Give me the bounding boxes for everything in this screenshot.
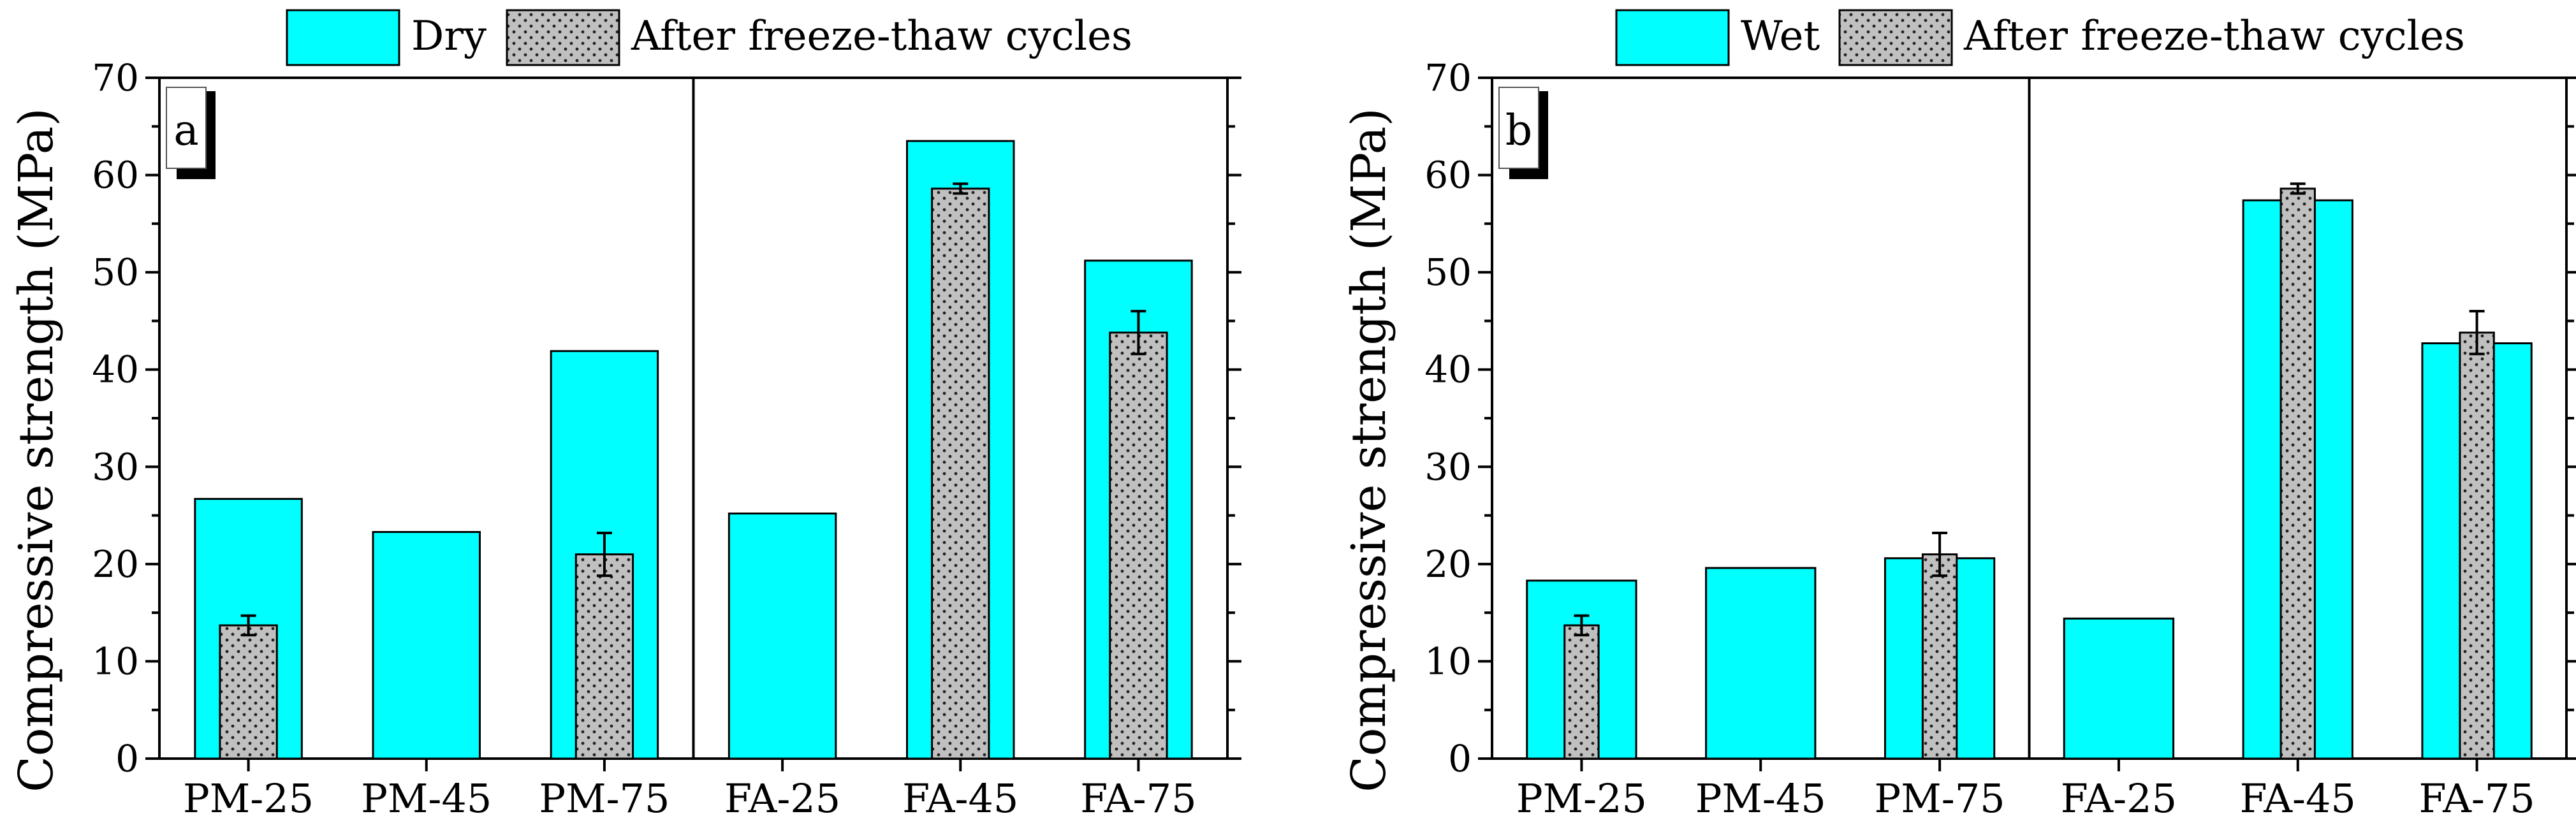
panel-b-chart: Wet After freeze-thaw cycles Compressive… [1342,9,2576,822]
y-tick-label: 10 [92,639,139,683]
y-tick-label: 30 [92,445,139,488]
bar-dry-pm-45 [372,531,481,760]
bar-dry-fa-25 [728,513,837,760]
y-tick-label: 0 [1448,737,1472,780]
plot-area: 0 10 20 30 40 50 60 70 PM-25 PM-45 PM-75 FA-25 FA-45… [92,56,1241,822]
y-tick-label: 10 [1424,639,1472,683]
legend-swatch-series-2 [1838,9,1953,66]
y-tick-label: 20 [1424,542,1472,586]
bar-freeze-thaw-fa-75 [1109,331,1168,760]
panel-label-box: b [1498,87,1548,179]
bar-freeze-thaw-fa-45 [931,187,990,760]
bar-freeze-thaw-fa-75 [2459,331,2495,760]
bar-freeze-thaw-pm-75 [1921,553,1958,760]
y-tick-label: 0 [115,737,139,780]
x-tick-label: FA-25 [724,775,840,822]
y-tick-label: 60 [92,154,139,197]
y-tick-label: 50 [1424,251,1472,294]
legend-swatch-series-2 [506,9,620,66]
x-tick-label: FA-25 [2061,775,2177,822]
legend-label-series-2: After freeze-thaw cycles [631,13,1132,60]
y-tick-label: 40 [92,348,139,391]
legend-label-series-1: Dry [411,13,487,60]
x-tick-label: PM-25 [183,775,314,822]
plot-area: 0 10 20 30 40 50 60 70 PM-25 PM-45 PM-75 FA-25 FA-45… [1424,56,2576,822]
bar-freeze-thaw-pm-25 [219,624,278,760]
bar-freeze-thaw-fa-45 [2280,187,2316,760]
legend: Dry After freeze-thaw cycles [286,9,1132,66]
legend-swatch-series-1 [1615,9,1730,66]
legend: Wet After freeze-thaw cycles [1615,9,2465,66]
x-tick-label: PM-45 [1695,775,1826,822]
legend-label-series-1: Wet [1741,13,1820,60]
y-axis-label: Compressive strength (MPa) [9,108,64,792]
y-tick-label: 30 [1424,445,1472,488]
y-tick-label: 40 [1424,348,1472,391]
x-tick-label: FA-75 [2419,775,2535,822]
panel-label: a [173,106,198,155]
x-tick-label: PM-45 [361,775,492,822]
y-tick-label: 70 [1424,56,1472,99]
bar-wet-pm-45 [1705,567,1817,760]
x-tick-label: PM-75 [1875,775,2005,822]
panel-label: b [1505,106,1532,155]
legend-label-series-2: After freeze-thaw cycles [1963,13,2465,60]
x-tick-label: PM-25 [1516,775,1647,822]
x-tick-label: FA-75 [1080,775,1196,822]
y-tick-label: 70 [92,56,139,99]
y-tick-label: 60 [1424,154,1472,197]
x-tick-label: PM-75 [539,775,670,822]
legend-swatch-series-1 [286,9,400,66]
bar-freeze-thaw-pm-75 [574,553,634,760]
y-axis-label: Compressive strength (MPa) [1342,108,1396,792]
bar-wet-fa-25 [2063,617,2175,760]
panel-a-chart: Dry After freeze-thaw cycles Compressive… [9,9,1241,822]
panel-label-box: a [166,87,216,179]
y-tick-label: 20 [92,542,139,586]
x-tick-label: FA-45 [2240,775,2356,822]
x-tick-label: FA-45 [902,775,1018,822]
bar-freeze-thaw-pm-25 [1563,624,1600,760]
y-tick-label: 50 [92,251,139,294]
